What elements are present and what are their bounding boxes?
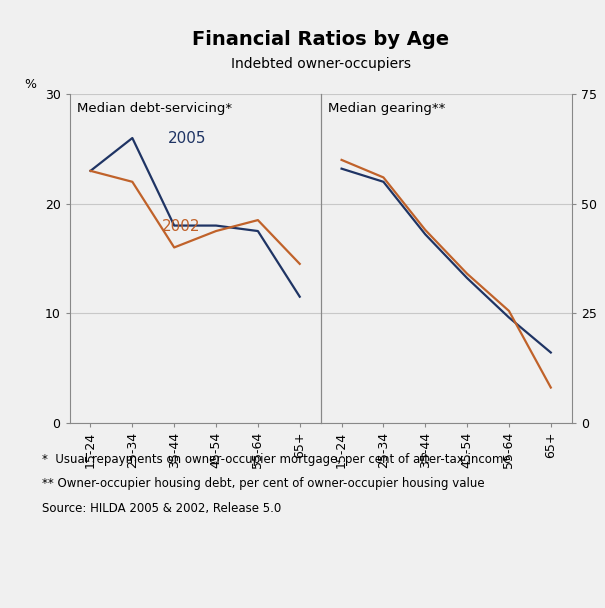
Text: Source: HILDA 2005 & 2002, Release 5.0: Source: HILDA 2005 & 2002, Release 5.0 — [42, 502, 281, 514]
Text: %: % — [24, 78, 36, 91]
Text: ** Owner-occupier housing debt, per cent of owner-occupier housing value: ** Owner-occupier housing debt, per cent… — [42, 477, 485, 490]
Text: *  Usual repayments on owner-occupier mortgage, per cent of after-tax income: * Usual repayments on owner-occupier mor… — [42, 453, 511, 466]
Text: Median debt-servicing*: Median debt-servicing* — [77, 102, 232, 116]
Text: Indebted owner-occupiers: Indebted owner-occupiers — [231, 57, 411, 71]
Text: Financial Ratios by Age: Financial Ratios by Age — [192, 30, 449, 49]
Text: 2005: 2005 — [168, 131, 206, 147]
Text: 2002: 2002 — [162, 219, 200, 234]
Text: Median gearing**: Median gearing** — [328, 102, 445, 116]
